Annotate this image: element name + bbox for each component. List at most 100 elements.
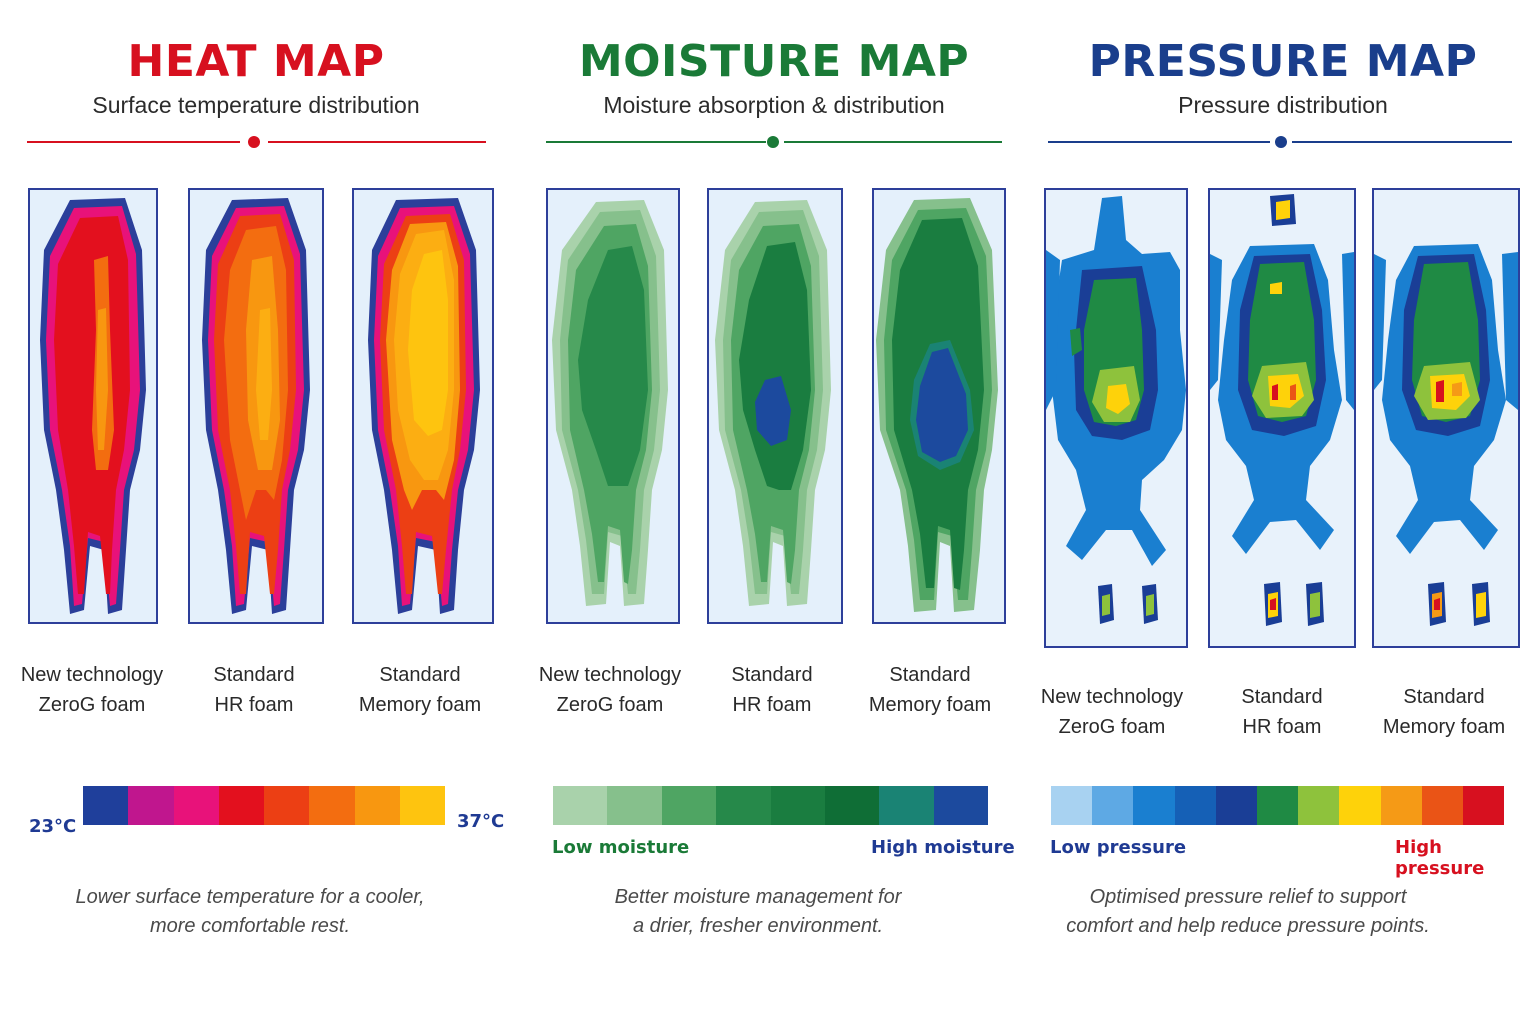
moisture-divider-right	[784, 141, 1002, 143]
pressure-caption-hr-line2: HR foam	[1242, 716, 1322, 738]
moisture-scale-segment-5	[770, 786, 825, 825]
moisture-scale-segment-7	[879, 786, 934, 825]
moisture-divider-dot	[767, 136, 779, 148]
heat-scale-segment-2	[128, 786, 174, 825]
pressure-caption-memory-line1: Standard	[1403, 686, 1485, 708]
pressure-divider-left	[1048, 141, 1270, 143]
pressure-caption-hr: Standard HR foam	[1200, 682, 1364, 742]
moisture-map-hr	[707, 188, 843, 624]
moisture-scale-low-label: Low moisture	[552, 837, 690, 858]
pressure-note-line1: Optimised pressure relief to support	[1089, 886, 1407, 908]
pressure-scale-segment-7	[1298, 786, 1340, 825]
pressure-scale-segment-10	[1421, 786, 1463, 825]
pressure-scale-segment-9	[1380, 786, 1422, 825]
heat-note-line2: more comfortable rest.	[149, 915, 351, 937]
heat-caption-hr-line1: Standard	[213, 664, 295, 686]
heat-scale-segment-3	[173, 786, 219, 825]
heat-body-memory	[368, 198, 480, 614]
moisture-scale-segment-4	[716, 786, 771, 825]
pressure-body-zerog	[1046, 196, 1186, 624]
heat-scale-segment-6	[309, 786, 355, 825]
heat-caption-zerog: New technology ZeroG foam	[10, 660, 174, 720]
pressure-divider-dot	[1275, 136, 1287, 148]
pressure-caption-memory-line2: Memory foam	[1382, 716, 1506, 738]
pressure-scale-high-label: High pressure	[1395, 837, 1485, 879]
moisture-scale-segment-1	[553, 786, 608, 825]
moisture-caption-memory: Standard Memory foam	[848, 660, 1012, 720]
pressure-note-line2: comfort and help reduce pressure points.	[1066, 915, 1430, 937]
pressure-divider-right	[1292, 141, 1512, 143]
pressure-color-scale	[1051, 786, 1505, 825]
pressure-map-title: PRESSURE MAP	[1088, 36, 1478, 87]
heat-caption-zerog-line1: New technology	[20, 664, 164, 686]
moisture-color-scale	[553, 786, 988, 825]
heat-scale-segment-1	[83, 786, 129, 825]
heat-caption-memory-line1: Standard	[379, 664, 461, 686]
moisture-body-hr	[715, 200, 831, 606]
heat-scale-segment-4	[218, 786, 264, 825]
moisture-scale-segment-6	[824, 786, 880, 825]
heat-divider-left	[27, 141, 240, 143]
moisture-caption-hr: Standard HR foam	[690, 660, 854, 720]
moisture-scale-segment-3	[661, 786, 717, 825]
pressure-scale-segment-1	[1051, 786, 1093, 825]
heat-caption-hr: Standard HR foam	[172, 660, 336, 720]
moisture-caption-memory-line2: Memory foam	[868, 694, 992, 716]
moisture-caption-hr-line2: HR foam	[732, 694, 812, 716]
heat-map-subtitle: Surface temperature distribution	[92, 92, 420, 118]
pressure-note: Optimised pressure relief to support com…	[1030, 883, 1466, 941]
heat-color-scale	[83, 786, 445, 825]
pressure-caption-memory: Standard Memory foam	[1362, 682, 1526, 742]
pressure-map-hr	[1208, 188, 1356, 648]
heat-scale-min-label: 23°C	[29, 816, 77, 837]
heat-body-hr	[202, 198, 310, 614]
heat-map-hr	[188, 188, 324, 624]
heat-caption-memory: Standard Memory foam	[338, 660, 502, 720]
moisture-scale-segment-8	[933, 786, 988, 825]
moisture-note-line1: Better moisture management for	[614, 886, 902, 908]
moisture-caption-zerog-line1: New technology	[538, 664, 682, 686]
heat-divider-right	[268, 141, 486, 143]
moisture-caption-zerog: New technology ZeroG foam	[528, 660, 692, 720]
pressure-scale-segment-8	[1339, 786, 1381, 825]
heat-map-title: HEAT MAP	[127, 36, 385, 87]
pressure-map-memory	[1372, 188, 1520, 648]
heat-note-line1: Lower surface temperature for a cooler,	[75, 886, 425, 908]
heat-divider-dot	[248, 136, 260, 148]
pressure-scale-segment-4	[1174, 786, 1216, 825]
pressure-map-zerog	[1044, 188, 1188, 648]
pressure-body-hr	[1210, 194, 1354, 626]
moisture-note-line2: a drier, fresher environment.	[632, 915, 884, 937]
heat-map-memory	[352, 188, 494, 624]
heat-scale-max-label: 37°C	[457, 811, 505, 832]
moisture-map-subtitle: Moisture absorption & distribution	[603, 92, 945, 118]
pressure-scale-low-label: Low pressure	[1050, 837, 1187, 858]
pressure-caption-zerog-line2: ZeroG foam	[1058, 716, 1166, 738]
pressure-scale-segment-11	[1462, 786, 1505, 825]
pressure-caption-zerog: New technology ZeroG foam	[1030, 682, 1194, 742]
moisture-map-zerog	[546, 188, 680, 624]
pressure-scale-segment-5	[1215, 786, 1257, 825]
heat-scale-segment-7	[354, 786, 400, 825]
moisture-divider-left	[546, 141, 766, 143]
moisture-caption-memory-line1: Standard	[889, 664, 971, 686]
heat-map-zerog	[28, 188, 158, 624]
moisture-map-title: MOISTURE MAP	[578, 36, 970, 87]
moisture-caption-zerog-line2: ZeroG foam	[556, 694, 664, 716]
moisture-scale-high-label: High moisture	[871, 837, 1015, 858]
pressure-caption-zerog-line1: New technology	[1040, 686, 1184, 708]
pressure-scale-segment-6	[1256, 786, 1299, 825]
heat-caption-zerog-line2: ZeroG foam	[38, 694, 146, 716]
pressure-map-subtitle: Pressure distribution	[1178, 92, 1388, 118]
moisture-note: Better moisture management for a drier, …	[528, 883, 988, 941]
heat-map-panel: HEAT MAP Surface temperature distributio…	[0, 0, 512, 1024]
heat-caption-memory-line2: Memory foam	[358, 694, 482, 716]
pressure-scale-segment-3	[1133, 786, 1175, 825]
moisture-body-memory	[876, 198, 998, 612]
moisture-body-zerog	[552, 200, 668, 606]
heat-body-zerog	[40, 198, 146, 614]
moisture-caption-hr-line1: Standard	[731, 664, 813, 686]
heat-scale-segment-5	[264, 786, 310, 825]
moisture-scale-segment-2	[607, 786, 662, 825]
moisture-map-memory	[872, 188, 1006, 624]
